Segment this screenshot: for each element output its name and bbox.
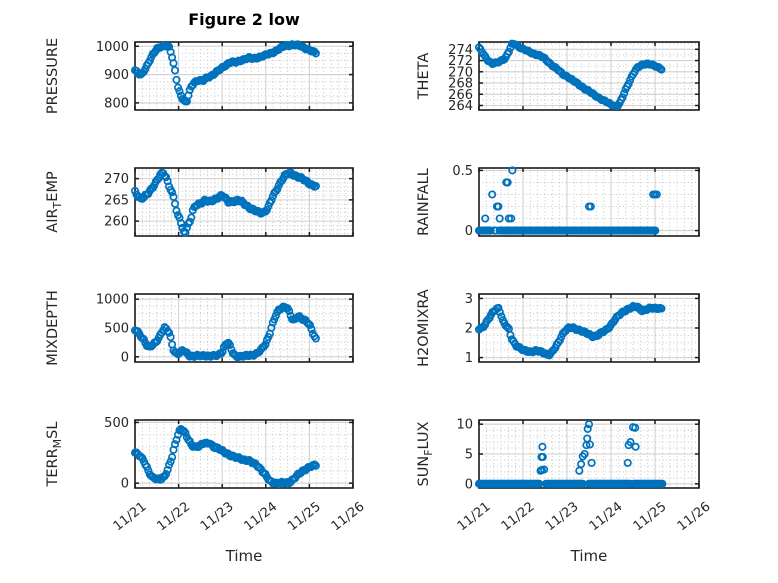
y-tick-label: 266 <box>448 88 473 103</box>
theta-major-grid <box>479 42 699 110</box>
mixdepth-markers <box>130 302 320 362</box>
y-tick-label: 0 <box>121 477 129 492</box>
x-tick-label: 11/26 <box>329 499 368 534</box>
rainfall-markers <box>474 166 661 235</box>
figure-title: Figure 2 low <box>188 10 300 29</box>
y-tick-label: 10 <box>456 418 473 433</box>
y-tick-label: 800 <box>104 96 129 111</box>
mixdepth-y-axis-label: MIXDEPTH <box>45 290 61 366</box>
y-tick-label: 264 <box>448 99 473 114</box>
y-tick-label: 272 <box>448 54 473 69</box>
rainfall-minor-grid <box>479 168 699 236</box>
h2omixra-y-axis-label: H2OMIXRA <box>416 289 432 367</box>
sun-flux-markers <box>474 420 667 488</box>
subplot-rainfall: 0 0.5 RAINFALL <box>416 164 700 239</box>
y-tick-label: 270 <box>104 172 129 187</box>
terr-msl-y-axis-label: TERRMSL <box>45 422 64 488</box>
y-tick-label: 1000 <box>96 40 129 55</box>
air-temp-axes-box <box>134 167 354 237</box>
rainfall-axes-box <box>478 167 700 237</box>
terr-msl-tick-marks <box>134 420 354 488</box>
subplot-sun-flux: 0 5 10 SUNFLUX 11/21 11/22 11/23 11/24 11/25 11/2… <box>416 418 713 535</box>
theta-axes-box <box>478 41 700 111</box>
subplot-mixdepth: 0 500 1000 MIXDEPTH <box>45 290 354 366</box>
x-tick-label: 11/24 <box>587 499 626 534</box>
x-axis-label-right: Time <box>570 547 608 565</box>
subplot-air-temp: 260 265 270 AIRTEMP <box>45 167 354 237</box>
theta-markers <box>474 39 666 111</box>
h2omixra-major-grid <box>479 294 699 362</box>
y-tick-label: 3 <box>465 292 473 307</box>
y-tick-label: 270 <box>448 65 473 80</box>
pressure-markers <box>130 40 320 106</box>
rainfall-y-axis-label: RAINFALL <box>416 168 432 236</box>
y-tick-label: 260 <box>104 215 129 230</box>
y-tick-label: 500 <box>104 416 129 431</box>
x-tick-label: 11/25 <box>285 499 324 534</box>
y-tick-label: 1 <box>465 351 473 366</box>
y-tick-label: 0.5 <box>452 164 473 179</box>
air-temp-y-axis-label: AIRTEMP <box>45 171 64 233</box>
x-tick-label: 11/22 <box>154 499 193 534</box>
subplot-h2omixra: 1 2 3 H2OMIXRA <box>416 289 700 367</box>
x-tick-label: 11/26 <box>675 499 714 534</box>
y-tick-label: 5 <box>465 448 473 463</box>
x-tick-label: 11/21 <box>111 499 150 534</box>
y-tick-label: 1000 <box>96 293 129 308</box>
x-tick-label: 11/21 <box>455 499 494 534</box>
y-tick-label: 500 <box>104 322 129 337</box>
subplot-pressure: 800 900 1000 PRESSURE <box>45 38 354 114</box>
x-tick-label: 11/24 <box>242 499 281 534</box>
y-tick-label: 268 <box>448 77 473 92</box>
air-temp-markers <box>130 168 320 237</box>
y-tick-label: 2 <box>465 322 473 337</box>
x-tick-label: 11/25 <box>631 499 670 534</box>
x-tick-label: 11/23 <box>543 499 582 534</box>
y-tick-label: 0 <box>465 224 473 239</box>
sun-flux-y-axis-label: SUNFLUX <box>416 421 435 486</box>
terr-msl-markers <box>130 425 320 489</box>
y-tick-label: 274 <box>448 43 473 58</box>
x-tick-label: 11/22 <box>499 499 538 534</box>
y-tick-label: 0 <box>465 477 473 492</box>
y-tick-label: 900 <box>104 68 129 83</box>
air-temp-tick-marks <box>134 168 354 236</box>
h2omixra-markers <box>474 302 666 360</box>
x-tick-label: 11/23 <box>198 499 237 534</box>
y-tick-label: 265 <box>104 193 129 208</box>
x-axis-label-left: Time <box>225 547 263 565</box>
mixdepth-tick-marks <box>134 294 354 362</box>
theta-y-axis-label: THETA <box>416 53 432 101</box>
y-tick-label: 0 <box>121 350 129 365</box>
pressure-y-axis-label: PRESSURE <box>45 38 61 114</box>
subplot-terr-msl: 0 500 TERRMSL 11/21 11/22 11/23 11/24 11/25 11/2… <box>45 416 367 534</box>
